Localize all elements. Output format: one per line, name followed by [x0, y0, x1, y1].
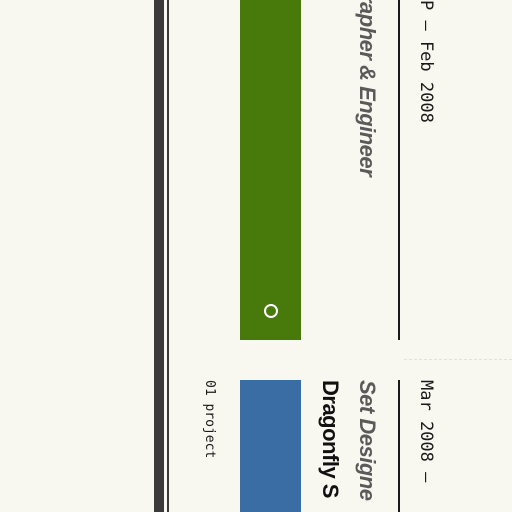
entry-1-date-range: P – Feb 2008 [416, 0, 436, 123]
entry-2-title[interactable]: Dragonfly S [318, 380, 343, 498]
entry-1-role: rapher & Engineer [355, 0, 380, 177]
entry-1-divider [398, 0, 400, 340]
timeline-bar-entry-2[interactable] [240, 380, 301, 512]
entry-2-date-range: Mar 2008 – [416, 380, 436, 483]
entry-separator [404, 359, 512, 360]
entry-2-divider [398, 380, 400, 512]
circle-handle-icon[interactable] [264, 304, 278, 318]
timeline-rail-line [167, 0, 169, 512]
project-count-label: 01 project [202, 380, 217, 459]
timeline-rail [154, 0, 164, 512]
entry-2-role: Set Designe [355, 380, 380, 501]
timeline-bar-entry-1[interactable] [240, 0, 301, 340]
